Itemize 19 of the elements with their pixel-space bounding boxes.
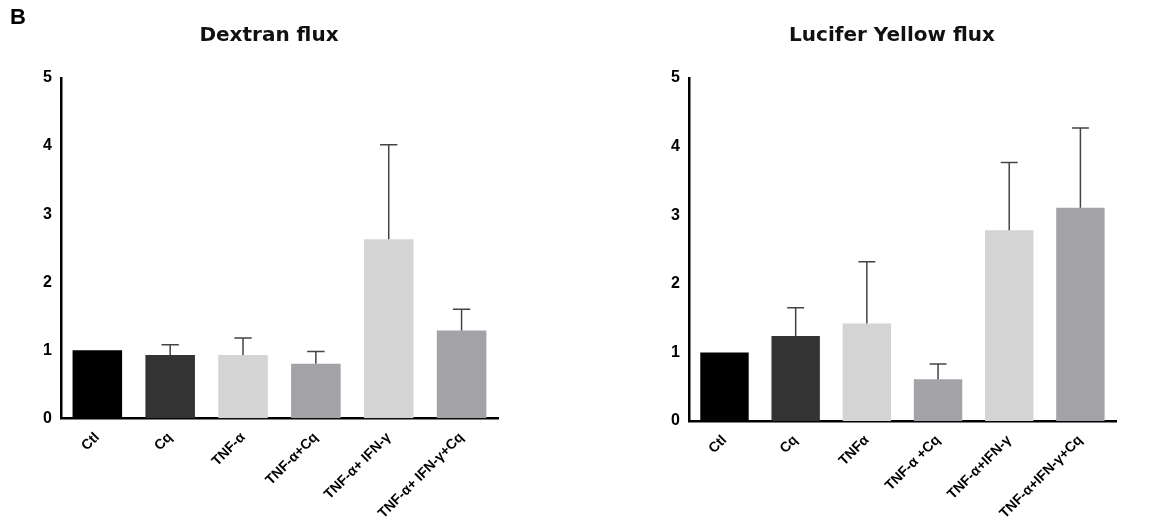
x-tick-label: Ctl xyxy=(77,428,103,454)
x-tick-label: Cq xyxy=(776,431,801,456)
chart-title: Dextran flux xyxy=(199,22,339,47)
y-tick-label: 5 xyxy=(670,68,680,86)
y-tick-label: 2 xyxy=(42,272,52,290)
y-tick-label: 3 xyxy=(42,204,52,222)
y-tick-label: 4 xyxy=(42,136,52,154)
y-tick-label: 5 xyxy=(42,68,52,86)
y-tick-label: 0 xyxy=(42,408,52,426)
y-tick-label: 3 xyxy=(670,205,680,223)
y-tick-label: 0 xyxy=(670,411,680,429)
chart-title: Lucifer Yellow flux xyxy=(789,22,996,47)
text: B xyxy=(10,4,26,30)
y-tick-label: 1 xyxy=(42,340,52,358)
x-tick-label: Cq xyxy=(150,428,176,454)
y-tick-label: 1 xyxy=(670,342,680,360)
y-tick-label: 2 xyxy=(670,274,680,292)
x-tick-label: Ctl xyxy=(704,431,730,456)
y-tick-label: 4 xyxy=(670,137,680,154)
